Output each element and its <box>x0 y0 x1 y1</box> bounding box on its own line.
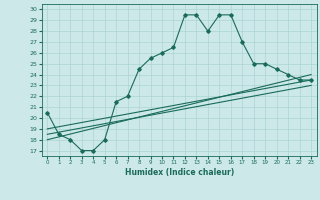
X-axis label: Humidex (Indice chaleur): Humidex (Indice chaleur) <box>124 168 234 177</box>
